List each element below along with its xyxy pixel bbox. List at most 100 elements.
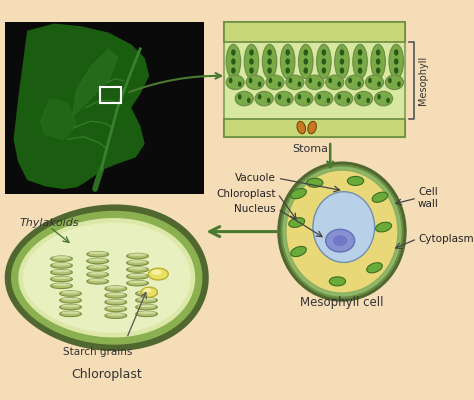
- Ellipse shape: [394, 67, 399, 74]
- Ellipse shape: [376, 49, 381, 56]
- Ellipse shape: [376, 67, 381, 74]
- Ellipse shape: [249, 78, 252, 83]
- Ellipse shape: [51, 270, 73, 275]
- Ellipse shape: [127, 280, 148, 286]
- Ellipse shape: [136, 304, 157, 310]
- Ellipse shape: [346, 75, 364, 90]
- Ellipse shape: [372, 192, 388, 202]
- Ellipse shape: [87, 258, 109, 264]
- Ellipse shape: [137, 304, 155, 307]
- Ellipse shape: [307, 178, 323, 187]
- Ellipse shape: [238, 94, 242, 100]
- Ellipse shape: [136, 311, 157, 317]
- Ellipse shape: [326, 75, 344, 90]
- Polygon shape: [19, 219, 194, 337]
- Ellipse shape: [107, 286, 125, 288]
- Ellipse shape: [249, 49, 254, 56]
- Ellipse shape: [388, 78, 392, 83]
- Ellipse shape: [371, 44, 385, 79]
- Ellipse shape: [337, 94, 341, 100]
- Ellipse shape: [53, 283, 71, 286]
- Ellipse shape: [358, 58, 362, 65]
- Ellipse shape: [308, 121, 316, 134]
- Ellipse shape: [89, 279, 107, 281]
- Text: Nucleus: Nucleus: [234, 204, 276, 214]
- Ellipse shape: [128, 260, 146, 263]
- Ellipse shape: [105, 286, 127, 291]
- Ellipse shape: [269, 78, 272, 83]
- Ellipse shape: [53, 270, 71, 272]
- Ellipse shape: [327, 98, 330, 103]
- Ellipse shape: [60, 311, 82, 317]
- Ellipse shape: [62, 311, 80, 314]
- Ellipse shape: [128, 253, 146, 256]
- Polygon shape: [41, 99, 77, 139]
- Ellipse shape: [60, 304, 82, 310]
- Ellipse shape: [262, 44, 277, 79]
- Ellipse shape: [307, 98, 310, 103]
- Ellipse shape: [105, 293, 127, 298]
- Ellipse shape: [51, 283, 73, 288]
- Ellipse shape: [333, 235, 347, 246]
- Ellipse shape: [289, 218, 305, 227]
- Ellipse shape: [377, 94, 381, 100]
- Ellipse shape: [105, 306, 127, 312]
- Ellipse shape: [287, 98, 291, 103]
- Ellipse shape: [377, 82, 381, 87]
- Ellipse shape: [229, 78, 232, 83]
- Text: Cytoplasm: Cytoplasm: [418, 234, 474, 244]
- Ellipse shape: [375, 222, 392, 232]
- Ellipse shape: [87, 252, 109, 257]
- Ellipse shape: [231, 58, 236, 65]
- Polygon shape: [5, 205, 208, 350]
- Ellipse shape: [89, 258, 107, 261]
- Ellipse shape: [278, 82, 282, 87]
- Ellipse shape: [152, 270, 162, 275]
- Polygon shape: [24, 223, 190, 332]
- Ellipse shape: [238, 82, 242, 87]
- Ellipse shape: [328, 78, 332, 83]
- Ellipse shape: [128, 267, 146, 270]
- Ellipse shape: [285, 49, 290, 56]
- Ellipse shape: [137, 298, 155, 300]
- Ellipse shape: [347, 176, 364, 186]
- Ellipse shape: [366, 98, 370, 103]
- Polygon shape: [12, 212, 202, 344]
- Ellipse shape: [51, 263, 73, 268]
- Ellipse shape: [141, 287, 157, 297]
- Ellipse shape: [358, 49, 362, 56]
- Ellipse shape: [355, 91, 373, 106]
- Ellipse shape: [357, 82, 361, 87]
- Ellipse shape: [335, 44, 349, 79]
- Ellipse shape: [127, 267, 148, 272]
- Text: Chloroplast: Chloroplast: [217, 188, 276, 198]
- Ellipse shape: [297, 121, 306, 134]
- Text: Mesophyll: Mesophyll: [418, 56, 428, 105]
- Ellipse shape: [267, 98, 271, 103]
- Ellipse shape: [89, 252, 107, 254]
- Text: Stoma: Stoma: [292, 144, 328, 154]
- Ellipse shape: [340, 49, 344, 56]
- Ellipse shape: [267, 67, 272, 74]
- Ellipse shape: [397, 82, 401, 87]
- Ellipse shape: [340, 67, 344, 74]
- Ellipse shape: [298, 82, 301, 87]
- Ellipse shape: [87, 279, 109, 284]
- Ellipse shape: [89, 265, 107, 268]
- Ellipse shape: [53, 256, 71, 259]
- Bar: [100, 87, 121, 103]
- Ellipse shape: [298, 94, 301, 100]
- Ellipse shape: [148, 268, 168, 280]
- Ellipse shape: [107, 313, 125, 316]
- Ellipse shape: [226, 75, 244, 90]
- Ellipse shape: [246, 75, 264, 90]
- Ellipse shape: [231, 67, 236, 74]
- Ellipse shape: [340, 58, 344, 65]
- Ellipse shape: [374, 91, 392, 106]
- Ellipse shape: [386, 98, 390, 103]
- Ellipse shape: [231, 49, 236, 56]
- Bar: [224, 22, 405, 42]
- Ellipse shape: [267, 49, 272, 56]
- Text: Vacuole: Vacuole: [235, 173, 276, 183]
- Ellipse shape: [353, 44, 367, 79]
